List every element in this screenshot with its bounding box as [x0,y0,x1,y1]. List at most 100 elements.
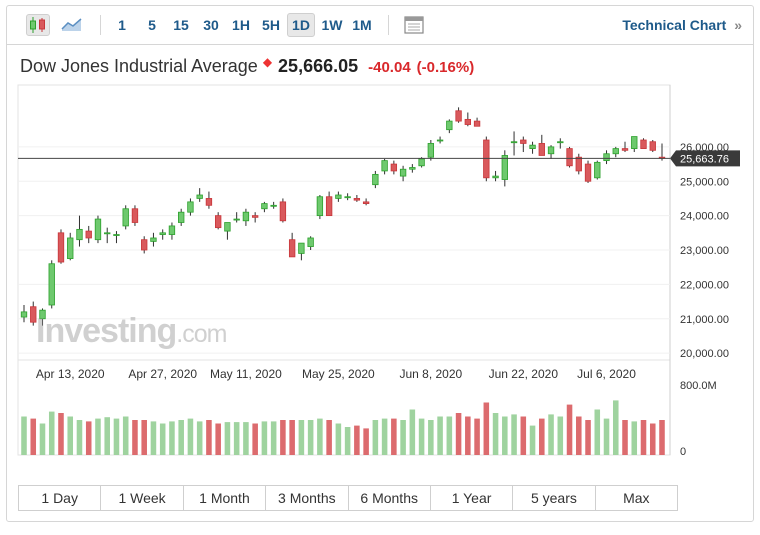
chart-toolbar: 1 5 15 30 1H 5H 1D 1W 1M Technical Chart… [6,5,754,45]
range-5-years[interactable]: 5 years [513,486,596,510]
interval-5h[interactable]: 5H [262,17,280,33]
candle-body [335,194,342,199]
volume-bar [585,420,591,455]
range-1-week[interactable]: 1 Week [101,486,184,510]
volume-bar [335,423,342,455]
candlestick-icon[interactable] [26,14,50,36]
volume-axis-bottom-label: 0 [680,446,686,458]
candle-body [150,237,157,242]
y-tick-label: 21,000.00 [680,314,729,326]
candle-body [48,263,55,306]
y-tick-label: 22,000.00 [680,279,729,291]
candle-body [85,230,92,239]
x-tick-label: Jun 22, 2020 [489,367,559,381]
volume-bar [270,421,277,455]
candle-body [131,208,139,223]
range-6-months[interactable]: 6 Months [349,486,431,510]
x-tick-label: Apr 27, 2020 [128,367,197,381]
candle-body [159,232,166,235]
range-1-year[interactable]: 1 Year [431,486,514,510]
volume-bar [409,409,416,455]
toolbar-separator [388,15,389,35]
volume-bar [169,421,175,455]
y-tick-label: 24,000.00 [680,211,729,223]
volume-bar [437,416,443,455]
candle-body [30,306,37,323]
candle-body [464,118,472,125]
candle-body [390,163,398,172]
volume-bar [483,402,490,455]
candle-body [224,222,231,232]
candle-body [20,311,28,318]
y-tick-label: 25,000.00 [680,176,729,188]
x-tick-label: Jun 8, 2020 [399,367,462,381]
interval-1w[interactable]: 1W [321,17,343,33]
instrument-name: Dow Jones Industrial Average [20,56,258,76]
volume-bar [455,413,462,455]
volume-bar [243,422,249,455]
candle-body [362,201,370,204]
candle-body [122,208,129,227]
candle-body [67,237,74,259]
volume-bar [132,420,138,455]
candle-body [214,215,222,229]
candle-body [353,198,361,201]
candle-body [612,148,619,155]
candle-body [510,141,518,144]
candle-body [104,232,111,235]
candle-body [196,194,203,199]
volume-axis-top-label: 800.0M [680,380,717,392]
y-tick-label: 23,000.00 [680,245,729,257]
volume-bar [391,418,397,455]
volume-bar [659,420,665,455]
technical-chart-link[interactable]: Technical Chart » [622,17,742,33]
volume-bar [21,416,27,455]
interval-5min[interactable]: 5 [148,17,156,33]
interval-1h[interactable]: 1H [232,17,250,33]
volume-bar [30,418,37,455]
volume-bar [48,411,55,455]
range-3-months[interactable]: 3 Months [266,486,349,510]
candle-body [640,139,647,149]
volume-bar [187,418,194,455]
range-1-day[interactable]: 1 Day [19,486,102,510]
volume-bar [224,422,231,455]
candle-body [288,239,296,258]
candle-body [94,218,102,241]
candle-body [547,146,555,155]
candle-body [242,211,250,222]
interval-30min[interactable]: 30 [203,17,219,33]
interval-1min[interactable]: 1 [118,17,126,33]
volume-bar [492,413,499,455]
volume-bar [603,418,610,455]
interval-1m[interactable]: 1M [352,17,372,33]
candle-body [455,110,462,122]
candle-body [141,239,148,251]
interval-1d[interactable]: 1D [287,13,315,37]
volume-bar [159,423,166,455]
volume-bar [566,404,573,455]
interval-15min[interactable]: 15 [173,17,189,33]
candle-body [603,153,610,162]
calendar-icon[interactable] [402,14,426,36]
price-chart[interactable]: 20,000.00 21,000.00 22,000.00 23,000.00 24,0… [0,0,760,470]
volume-bar [150,421,157,455]
candle-body [557,141,564,144]
volume-bar [474,418,480,455]
candle-body [233,218,240,221]
x-tick-label: May 11, 2020 [210,367,282,381]
investing-watermark: Investing.com [36,312,227,351]
range-1-month[interactable]: 1 Month [184,486,267,510]
volume-bar [363,428,369,455]
x-tick-label: May 25, 2020 [302,367,375,381]
watermark-domain: .com [176,320,227,348]
candle-body [566,148,573,167]
candle-body [307,237,314,247]
volume-bar [58,413,64,455]
range-max[interactable]: Max [623,490,650,506]
area-chart-icon[interactable] [60,14,84,36]
instrument-header: Dow Jones Industrial Average ◆ 25,666.05… [20,55,474,77]
plot-area [17,84,671,456]
volume-bar [400,420,406,455]
volume-bar [206,420,212,455]
